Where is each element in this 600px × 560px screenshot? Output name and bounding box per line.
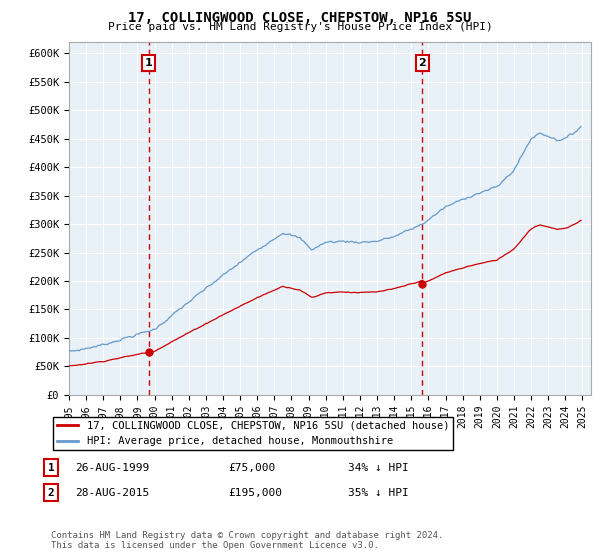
Text: £195,000: £195,000	[228, 488, 282, 498]
Text: 35% ↓ HPI: 35% ↓ HPI	[348, 488, 409, 498]
Text: 2: 2	[47, 488, 55, 498]
Text: 1: 1	[47, 463, 55, 473]
Text: 2: 2	[419, 58, 426, 68]
Text: Price paid vs. HM Land Registry's House Price Index (HPI): Price paid vs. HM Land Registry's House …	[107, 22, 493, 32]
Text: £75,000: £75,000	[228, 463, 275, 473]
Legend: 17, COLLINGWOOD CLOSE, CHEPSTOW, NP16 5SU (detached house), HPI: Average price, : 17, COLLINGWOOD CLOSE, CHEPSTOW, NP16 5S…	[53, 417, 453, 450]
Text: 34% ↓ HPI: 34% ↓ HPI	[348, 463, 409, 473]
Text: Contains HM Land Registry data © Crown copyright and database right 2024.
This d: Contains HM Land Registry data © Crown c…	[51, 531, 443, 550]
Text: 26-AUG-1999: 26-AUG-1999	[75, 463, 149, 473]
Text: 1: 1	[145, 58, 152, 68]
Text: 28-AUG-2015: 28-AUG-2015	[75, 488, 149, 498]
Text: 17, COLLINGWOOD CLOSE, CHEPSTOW, NP16 5SU: 17, COLLINGWOOD CLOSE, CHEPSTOW, NP16 5S…	[128, 11, 472, 25]
